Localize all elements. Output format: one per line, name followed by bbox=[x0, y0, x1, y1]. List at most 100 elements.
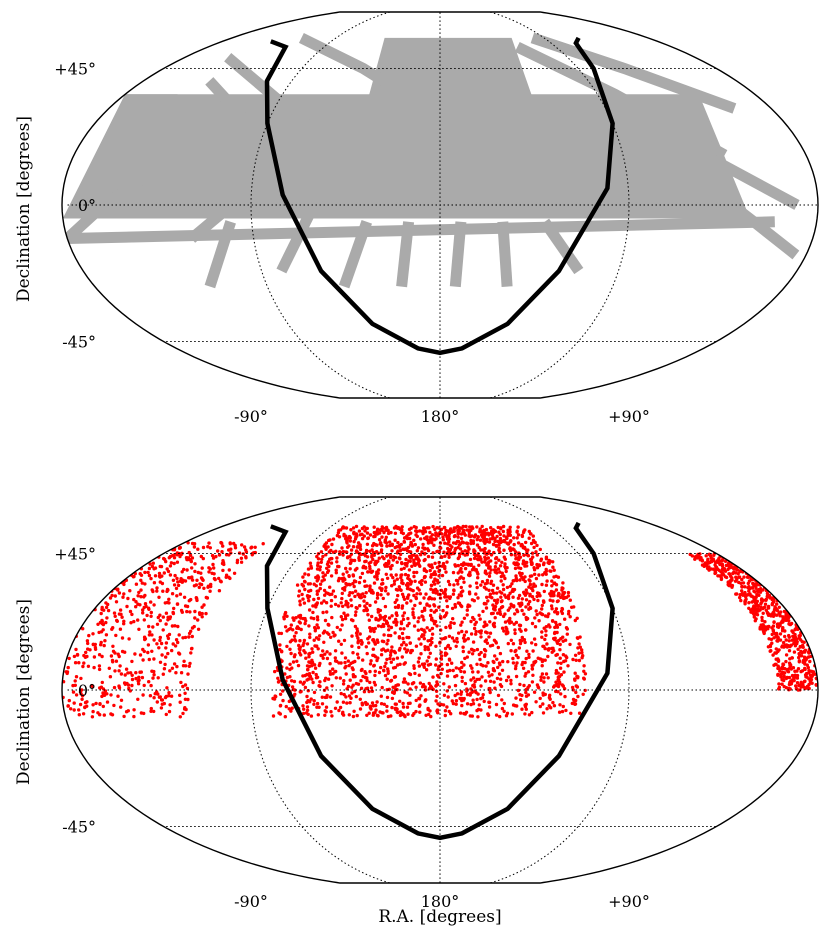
red-point bbox=[366, 613, 370, 617]
red-point bbox=[717, 568, 721, 572]
red-point bbox=[315, 601, 319, 605]
red-point bbox=[331, 537, 336, 541]
red-point bbox=[524, 656, 528, 661]
red-point bbox=[513, 566, 518, 571]
red-point bbox=[461, 576, 466, 581]
red-point bbox=[776, 639, 780, 643]
red-point bbox=[573, 677, 577, 681]
red-point bbox=[523, 640, 527, 645]
red-point bbox=[809, 677, 814, 682]
red-point bbox=[340, 651, 344, 655]
red-point bbox=[181, 684, 185, 689]
red-point bbox=[401, 701, 405, 706]
red-point bbox=[563, 659, 568, 663]
red-point bbox=[302, 638, 307, 643]
red-point bbox=[155, 642, 159, 646]
red-point bbox=[384, 535, 388, 539]
red-point bbox=[522, 590, 526, 594]
red-point bbox=[536, 598, 540, 603]
red-point bbox=[298, 599, 302, 603]
red-point bbox=[469, 632, 474, 636]
red-point bbox=[412, 664, 416, 668]
red-point bbox=[463, 681, 468, 686]
red-point bbox=[487, 549, 491, 553]
red-point bbox=[297, 589, 302, 593]
red-point bbox=[573, 671, 577, 675]
red-point bbox=[377, 556, 381, 560]
red-point bbox=[358, 707, 363, 711]
red-point bbox=[312, 702, 316, 706]
red-point bbox=[207, 566, 211, 570]
red-point bbox=[77, 713, 82, 717]
red-point bbox=[91, 684, 95, 689]
red-point bbox=[375, 532, 380, 536]
red-point bbox=[385, 657, 389, 662]
red-point bbox=[347, 574, 351, 579]
red-point bbox=[557, 678, 561, 682]
red-point bbox=[351, 714, 356, 719]
red-point bbox=[756, 607, 760, 611]
red-point bbox=[141, 693, 145, 697]
red-point bbox=[393, 600, 397, 605]
red-point bbox=[563, 694, 567, 699]
red-point bbox=[97, 664, 102, 668]
red-point bbox=[204, 611, 208, 616]
red-point bbox=[289, 651, 293, 656]
red-point bbox=[308, 635, 312, 640]
red-point bbox=[306, 573, 311, 577]
red-point bbox=[554, 574, 558, 578]
x-axis-label: R.A. [degrees] bbox=[378, 907, 501, 927]
red-point bbox=[516, 562, 520, 566]
red-point bbox=[431, 619, 435, 623]
red-point bbox=[501, 524, 506, 529]
red-point bbox=[354, 681, 359, 686]
red-point bbox=[551, 700, 555, 705]
y-tick-label: +45° bbox=[54, 60, 96, 79]
red-point bbox=[478, 529, 482, 533]
red-point bbox=[330, 714, 334, 718]
red-point bbox=[391, 558, 395, 562]
red-point bbox=[372, 581, 377, 585]
red-point bbox=[491, 659, 495, 664]
red-point bbox=[429, 685, 434, 689]
red-point bbox=[398, 557, 402, 561]
red-point bbox=[450, 699, 454, 703]
red-point bbox=[416, 546, 421, 550]
red-point bbox=[406, 648, 410, 652]
red-point bbox=[172, 561, 176, 566]
red-point bbox=[766, 604, 771, 609]
x-tick-label: -90° bbox=[234, 892, 268, 911]
red-point bbox=[546, 676, 550, 680]
red-point bbox=[330, 556, 334, 561]
red-point bbox=[478, 657, 482, 662]
red-point bbox=[168, 564, 173, 568]
red-point bbox=[73, 661, 78, 665]
red-point bbox=[375, 596, 380, 600]
top-map-outline bbox=[61, 11, 819, 399]
red-point bbox=[400, 573, 404, 577]
red-point bbox=[411, 610, 415, 615]
red-point bbox=[447, 540, 451, 544]
red-point bbox=[420, 578, 424, 583]
red-point bbox=[498, 536, 503, 541]
red-point bbox=[365, 678, 369, 683]
red-point bbox=[419, 627, 424, 631]
red-point bbox=[362, 594, 367, 599]
red-point bbox=[312, 699, 316, 703]
red-point bbox=[372, 525, 376, 529]
y-tick-label: +45° bbox=[54, 545, 96, 564]
red-point bbox=[513, 649, 517, 654]
red-point bbox=[496, 665, 500, 670]
red-point bbox=[428, 638, 432, 643]
red-point bbox=[527, 652, 531, 657]
red-point bbox=[380, 582, 384, 586]
red-point bbox=[535, 553, 539, 557]
red-point bbox=[802, 679, 807, 684]
red-point bbox=[297, 594, 301, 598]
red-point bbox=[318, 586, 322, 591]
red-point bbox=[333, 595, 337, 599]
x-tick-label: -90° bbox=[234, 407, 268, 426]
red-point bbox=[518, 578, 522, 582]
red-point bbox=[773, 605, 777, 609]
red-point bbox=[182, 567, 186, 572]
